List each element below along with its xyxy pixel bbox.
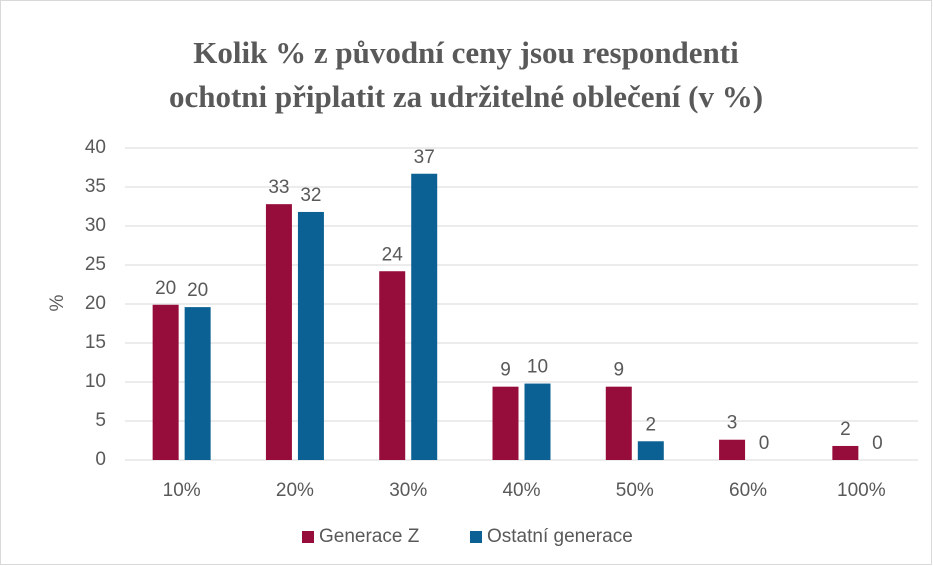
bar	[411, 173, 438, 461]
legend-swatch	[470, 531, 482, 543]
x-tick-label: 10%	[163, 480, 201, 501]
bar	[297, 211, 324, 460]
legend-label: Generace Z	[319, 526, 420, 547]
y-tick-label: 15	[85, 332, 106, 353]
x-tick-label: 60%	[729, 480, 767, 501]
y-tick-label: 35	[85, 176, 106, 197]
bar	[492, 386, 519, 460]
bar	[832, 445, 859, 460]
data-label: 33	[268, 177, 289, 198]
data-label: 2	[645, 414, 656, 435]
x-tick-label: 50%	[616, 480, 654, 501]
data-label: 24	[382, 244, 404, 265]
data-label: 2	[840, 419, 851, 440]
bar	[379, 271, 406, 460]
data-label: 20	[187, 280, 208, 301]
bar	[265, 204, 292, 460]
data-label: 20	[155, 278, 176, 299]
data-label: 3	[727, 413, 738, 434]
bar	[637, 441, 664, 460]
y-tick-label: 5	[95, 410, 106, 431]
data-label: 9	[500, 360, 511, 381]
y-tick-label: 40	[85, 137, 106, 158]
y-tick-label: 0	[95, 449, 106, 470]
y-axis-label: %	[47, 294, 68, 311]
data-label: 32	[300, 185, 321, 206]
y-tick-label: 30	[85, 215, 106, 236]
bar	[524, 383, 551, 460]
chart-title: ochotni připlatit za udržitelné oblečení…	[169, 79, 763, 114]
bar	[184, 307, 211, 460]
bar	[152, 304, 179, 460]
legend-swatch	[302, 531, 314, 543]
x-tick-label: 20%	[276, 480, 314, 501]
data-label: 9	[613, 360, 624, 381]
legend-label: Ostatní generace	[487, 526, 633, 547]
data-label: 10	[527, 357, 548, 378]
x-tick-label: 40%	[502, 480, 540, 501]
y-tick-label: 25	[85, 254, 106, 275]
data-label: 0	[872, 433, 883, 454]
y-tick-label: 20	[85, 293, 106, 314]
bar	[719, 439, 746, 460]
chart-title: Kolik % z původní ceny jsou respondenti	[193, 35, 739, 70]
data-label: 37	[414, 147, 435, 168]
data-label: 0	[759, 433, 770, 454]
bar	[605, 386, 632, 460]
y-tick-label: 10	[85, 371, 106, 392]
x-tick-label: 100%	[837, 480, 886, 501]
x-tick-label: 30%	[389, 480, 427, 501]
